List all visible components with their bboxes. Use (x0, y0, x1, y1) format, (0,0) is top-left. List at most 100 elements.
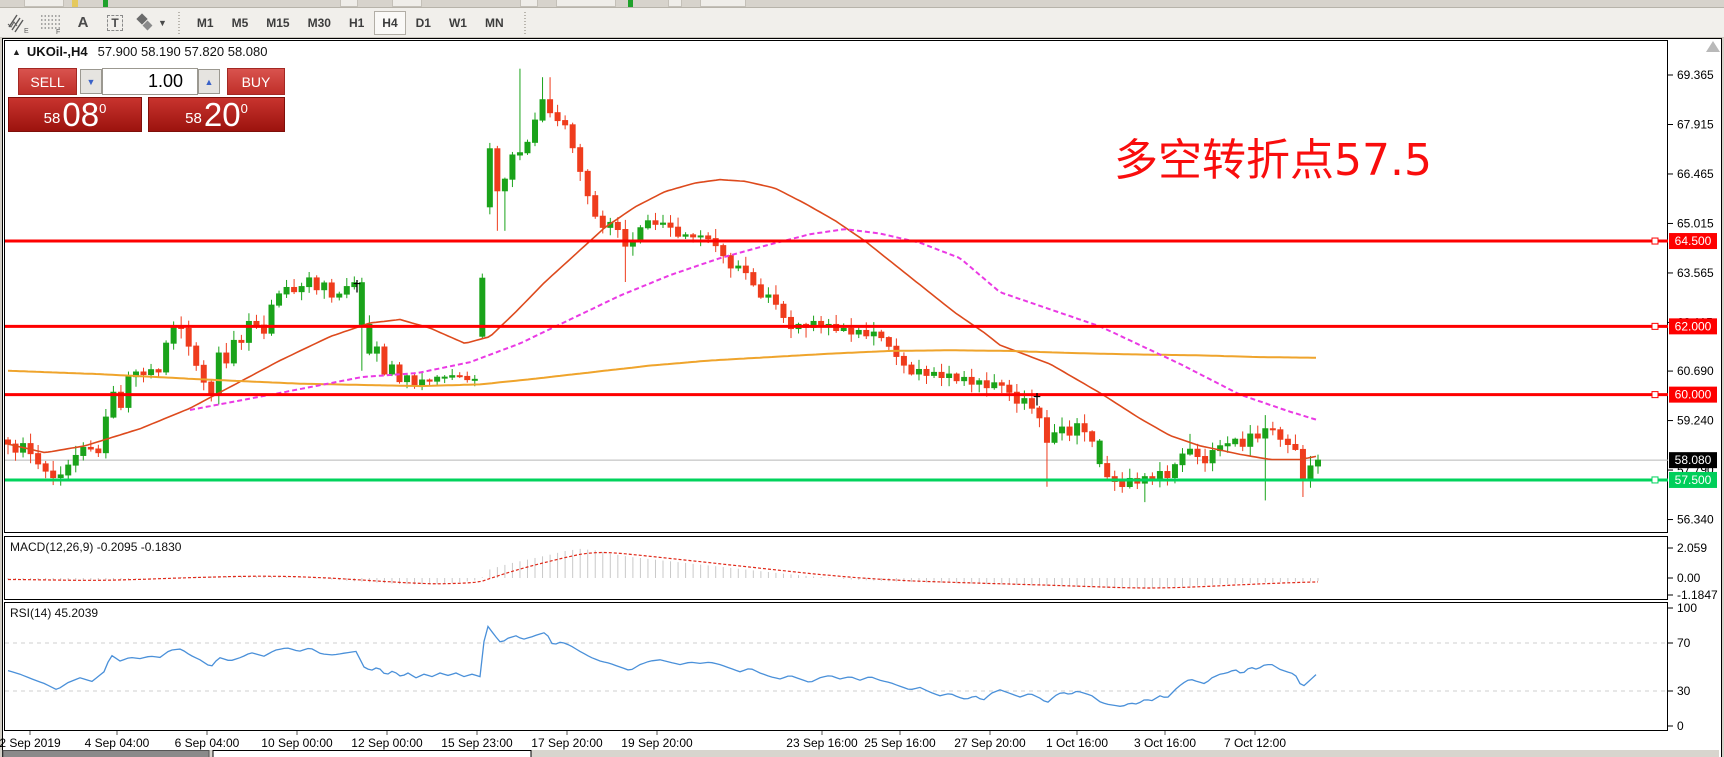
price-tick-label: 56.340 (1677, 513, 1714, 527)
time-axis-label: 12 Sep 00:00 (351, 736, 423, 750)
arrow-marker: † (1033, 390, 1041, 408)
macd-axis-label: -1.1847 (1677, 588, 1718, 602)
price-tick-label: 60.690 (1677, 364, 1714, 378)
rsi-line (7, 625, 1317, 707)
macd-histogram (7, 548, 1319, 589)
text-label-tool-icon[interactable]: T (102, 11, 128, 35)
sell-price-small: 58 (43, 110, 61, 127)
time-axis-label: 19 Sep 20:00 (621, 736, 693, 750)
toolbar-separator (176, 11, 182, 34)
elliott-wave-icon[interactable]: E (6, 11, 32, 35)
tab-timeframe-D1[interactable]: D1 (415, 15, 431, 30)
symbol-name: UKOil-,H4 (26, 44, 88, 59)
tab-timeframe-H4[interactable]: H4 (374, 10, 406, 35)
price-badge (1669, 318, 1717, 335)
macd-indicator-label: MACD(12,26,9) -0.2095 -0.1830 (10, 540, 182, 554)
partial-button (668, 0, 682, 7)
ma-mid-magenta (189, 228, 1319, 422)
buy-price-small: 58 (185, 110, 202, 127)
toolbar-separator (522, 11, 528, 34)
price-badge (1669, 386, 1717, 403)
text-tool-icon[interactable]: A (77, 14, 89, 31)
sell-price-panel[interactable]: 58 08 0 (8, 97, 142, 132)
sell-button[interactable]: SELL (18, 68, 77, 95)
dropdown-caret-icon[interactable]: ▼ (158, 17, 167, 28)
buy-price-sup: 0 (240, 101, 248, 116)
price-badge-label: 57.500 (1675, 473, 1712, 487)
sell-price-big: 08 (62, 96, 100, 133)
buy-price-panel[interactable]: 58 20 0 (148, 97, 285, 132)
partial-button (700, 0, 746, 7)
macd-panel (4, 536, 1668, 600)
time-axis-label: 15 Sep 23:00 (441, 736, 513, 750)
price-tick-label: 65.015 (1677, 216, 1714, 230)
symbol-header[interactable]: ▲ UKOil-,H4 57.900 58.190 57.820 58.080 (12, 44, 267, 59)
rsi-axis-label: 30 (1677, 684, 1691, 698)
scroll-to-end-icon[interactable] (1706, 41, 1720, 52)
svg-text:F: F (56, 29, 60, 34)
time-axis-label: 7 Oct 12:00 (1224, 736, 1286, 750)
partial-button (520, 0, 538, 7)
ma-slow-orange (7, 349, 1316, 388)
level-line-handle[interactable] (1651, 391, 1659, 399)
time-axis-label: 23 Sep 16:00 (786, 736, 858, 750)
price-tick-label: 69.365 (1677, 68, 1714, 82)
partial-top-toolbar (0, 0, 1724, 8)
partial-button (556, 0, 616, 7)
level-line-handle[interactable] (1651, 237, 1659, 245)
tab-timeframe-H1[interactable]: H1 (348, 15, 365, 30)
price-badge-label: 60.000 (1675, 388, 1712, 402)
macd-signal-line (8, 551, 1319, 589)
price-badge-label: 58.080 (1675, 453, 1712, 467)
macd-axis-label: 2.059 (1677, 541, 1707, 555)
time-axis-label: 4 Sep 04:00 (85, 736, 150, 750)
tab-timeframe-M15[interactable]: M15 (266, 15, 290, 30)
partial-button (72, 0, 78, 7)
fibonacci-lines-icon[interactable]: F (38, 11, 64, 35)
chart-tab-partial[interactable] (212, 750, 532, 757)
tab-timeframe-W1[interactable]: W1 (448, 15, 467, 30)
level-line-handle[interactable] (1651, 476, 1659, 484)
price-tick-label: 59.240 (1677, 414, 1714, 428)
time-axis-label: 3 Oct 16:00 (1134, 736, 1196, 750)
tab-timeframe-M5[interactable]: M5 (231, 15, 249, 30)
time-axis-label: 10 Sep 00:00 (261, 736, 333, 750)
rsi-indicator-label: RSI(14) 45.2039 (10, 606, 99, 620)
chart-toolbar: E F A T ▼ M1 M5 M15 M30 H1 H4 D1 W1 MN (0, 8, 1724, 38)
price-badge (1669, 452, 1717, 469)
price-badge (1669, 471, 1717, 488)
chart-tab-partial[interactable] (2, 750, 210, 757)
rsi-axis-label: 0 (1677, 719, 1684, 733)
macd-axis-label: 0.00 (1677, 571, 1701, 585)
time-axis-label: 25 Sep 16:00 (864, 736, 936, 750)
time-axis-label: 1 Oct 16:00 (1046, 736, 1108, 750)
ma-fast-red (7, 178, 1317, 461)
volume-increase-button[interactable]: ▲ (198, 69, 220, 94)
collapse-icon[interactable]: ▲ (12, 46, 21, 57)
rsi-axis-label: 70 (1677, 636, 1691, 650)
volume-input[interactable] (102, 68, 198, 95)
volume-decrease-button[interactable]: ▼ (80, 69, 102, 94)
tab-timeframe-M1[interactable]: M1 (196, 15, 214, 30)
price-badge-label: 62.000 (1675, 319, 1712, 333)
partial-button (392, 0, 422, 7)
svg-text:E: E (24, 28, 29, 34)
arrows-shapes-icon[interactable]: ▼ (134, 11, 167, 35)
time-axis-label: 17 Sep 20:00 (531, 736, 603, 750)
level-line-handle[interactable] (1651, 322, 1659, 330)
timeframe-button-group: M1 M5 M15 M30 H1 H4 D1 W1 MN (188, 10, 513, 35)
time-axis-label: 6 Sep 04:00 (175, 736, 240, 750)
tab-timeframe-M30[interactable]: M30 (307, 15, 331, 30)
price-badge-label: 64.500 (1675, 234, 1712, 248)
chart-text-annotation: 多空转折点57.5 (1114, 135, 1432, 186)
time-axis-label: 27 Sep 20:00 (954, 736, 1026, 750)
price-tick-label: 63.565 (1677, 266, 1714, 280)
tab-timeframe-MN[interactable]: MN (484, 15, 504, 30)
price-tick-label: 67.915 (1677, 117, 1714, 131)
price-badge (1669, 233, 1717, 250)
ohlc-values: 57.900 58.190 57.820 58.080 (97, 44, 268, 59)
buy-button[interactable]: BUY (227, 68, 285, 95)
rsi-axis-label: 100 (1677, 601, 1697, 615)
connection-status-partial (103, 0, 108, 7)
